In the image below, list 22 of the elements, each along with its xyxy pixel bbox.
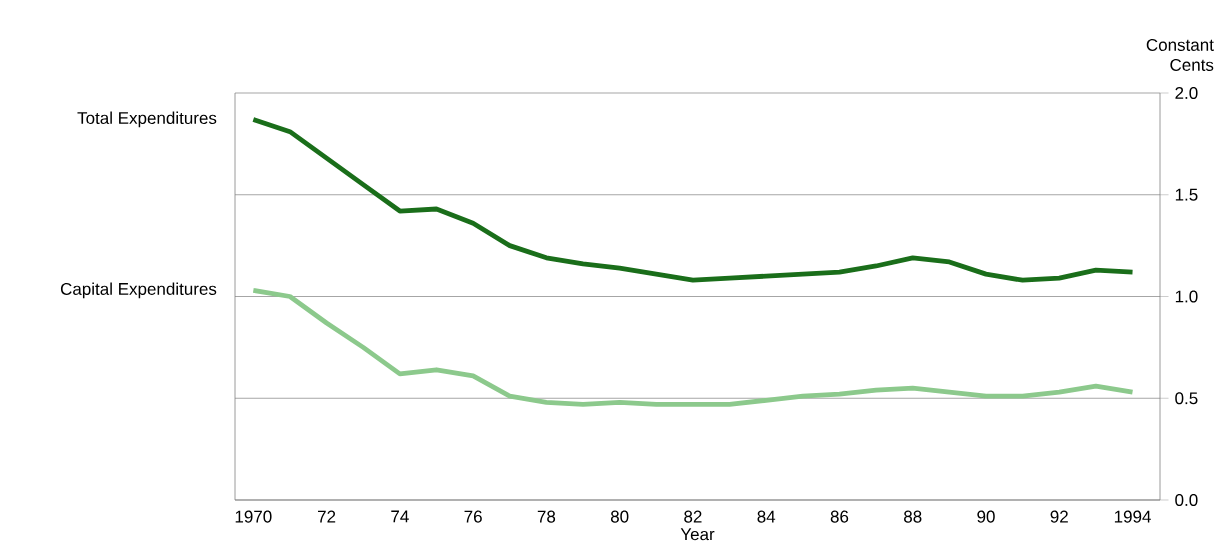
x-tick-label: 92	[1050, 510, 1068, 523]
x-tick-label: 82	[684, 510, 702, 523]
y-tick-label: 0.0	[1175, 494, 1198, 507]
y-tick-label: 1.0	[1175, 290, 1198, 303]
x-tick-label: 84	[757, 510, 776, 523]
x-tick-label: 1970	[235, 510, 272, 523]
x-tick-label: 88	[904, 510, 922, 523]
x-axis-title: Year	[680, 528, 715, 541]
y-tick-label: 0.5	[1175, 392, 1198, 405]
x-tick-label: 72	[318, 510, 336, 523]
x-tick-label: 74	[391, 510, 409, 523]
x-tick-label: 86	[830, 510, 849, 523]
text: Capital Expenditures	[60, 282, 217, 299]
x-tick-label: 90	[977, 510, 995, 523]
y-tick-label: 2.0	[1175, 87, 1198, 100]
y-tick-label: 1.5	[1175, 188, 1198, 201]
x-tick-label: 76	[464, 510, 482, 523]
x-tick-label: 1994	[1114, 510, 1151, 523]
y-axis-title: Constant Cents	[1146, 38, 1214, 71]
x-tick-label: 78	[537, 510, 556, 523]
text: Total Expenditures	[77, 111, 217, 128]
x-tick-label: 80	[610, 510, 629, 523]
